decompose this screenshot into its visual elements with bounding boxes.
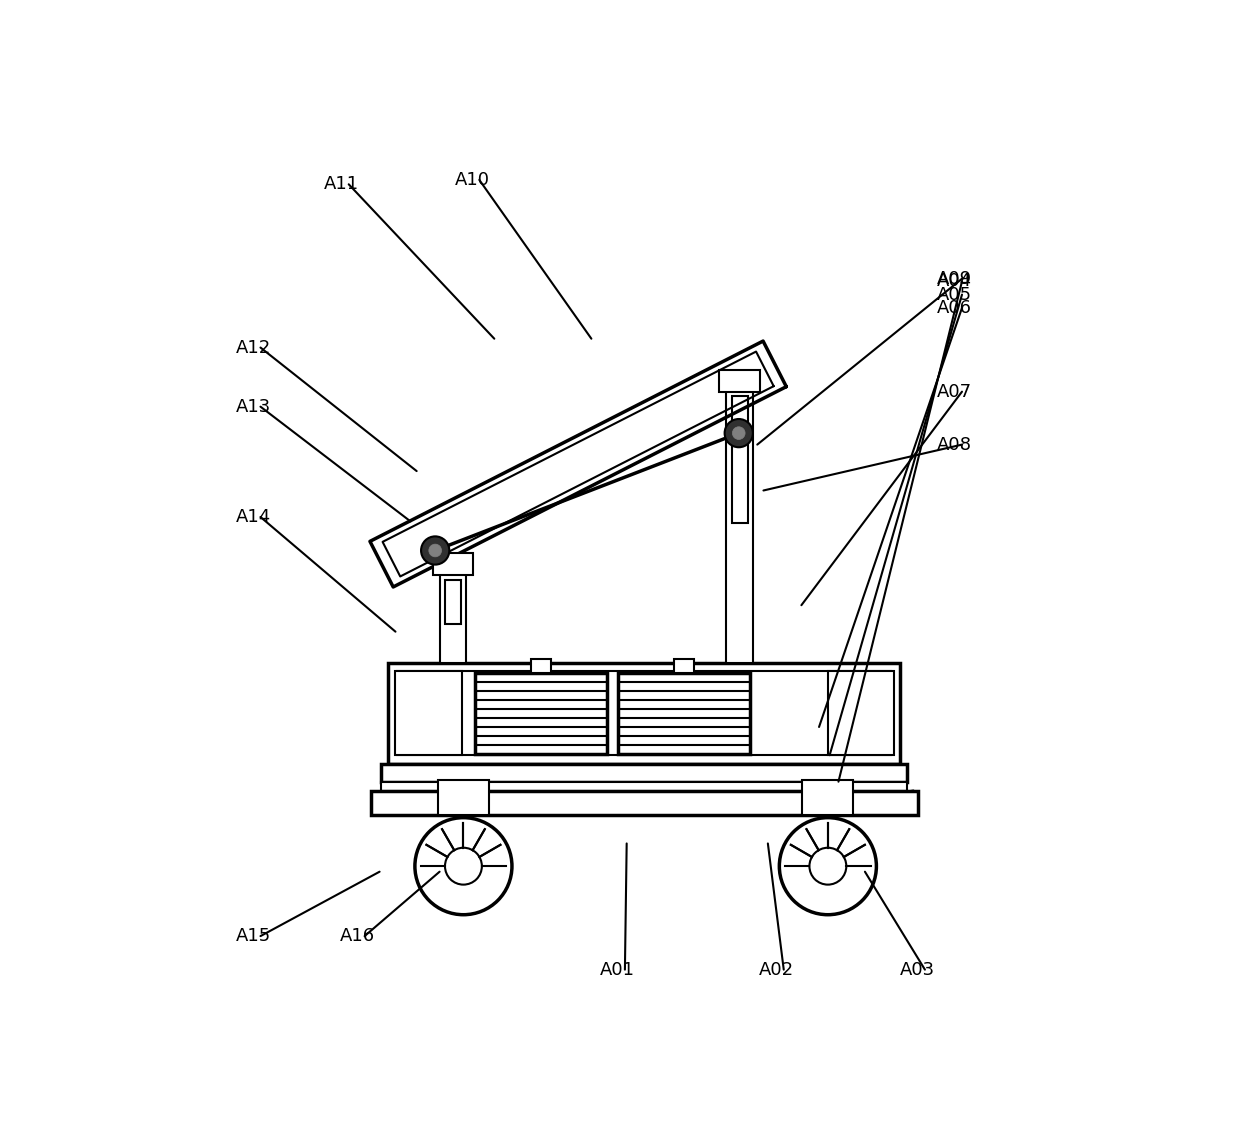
- Bar: [382, 764, 908, 782]
- Circle shape: [810, 848, 847, 885]
- Bar: [802, 780, 853, 815]
- Text: A10: A10: [455, 171, 490, 189]
- Circle shape: [724, 419, 753, 447]
- Bar: [675, 659, 693, 673]
- Text: A03: A03: [900, 960, 935, 979]
- Bar: [445, 580, 461, 625]
- Text: A12: A12: [236, 338, 272, 356]
- Text: A16: A16: [340, 927, 374, 945]
- Bar: [719, 370, 760, 392]
- Text: A14: A14: [236, 508, 272, 526]
- Bar: [388, 662, 900, 764]
- Circle shape: [429, 544, 441, 557]
- Bar: [440, 564, 466, 662]
- Bar: [828, 672, 894, 755]
- Bar: [438, 780, 489, 815]
- Circle shape: [415, 817, 512, 915]
- Bar: [396, 672, 461, 755]
- Circle shape: [733, 426, 745, 439]
- Text: A13: A13: [236, 398, 272, 416]
- Text: A08: A08: [937, 435, 972, 454]
- Text: A01: A01: [600, 960, 635, 979]
- Text: A06: A06: [937, 299, 972, 316]
- Text: A05: A05: [937, 285, 972, 304]
- Text: A09: A09: [937, 269, 972, 288]
- Bar: [732, 397, 748, 523]
- Bar: [382, 782, 908, 791]
- Text: A07: A07: [937, 383, 972, 401]
- Bar: [433, 554, 474, 575]
- Bar: [371, 791, 918, 815]
- Text: A15: A15: [236, 927, 272, 945]
- Text: A11: A11: [324, 175, 360, 194]
- Bar: [727, 380, 753, 662]
- Circle shape: [422, 536, 449, 565]
- Bar: [397, 672, 892, 755]
- Text: A02: A02: [759, 960, 794, 979]
- Circle shape: [779, 817, 877, 915]
- Bar: [618, 673, 750, 754]
- Bar: [475, 673, 608, 754]
- Circle shape: [445, 848, 482, 885]
- Text: A04: A04: [937, 273, 972, 290]
- Bar: [532, 659, 551, 673]
